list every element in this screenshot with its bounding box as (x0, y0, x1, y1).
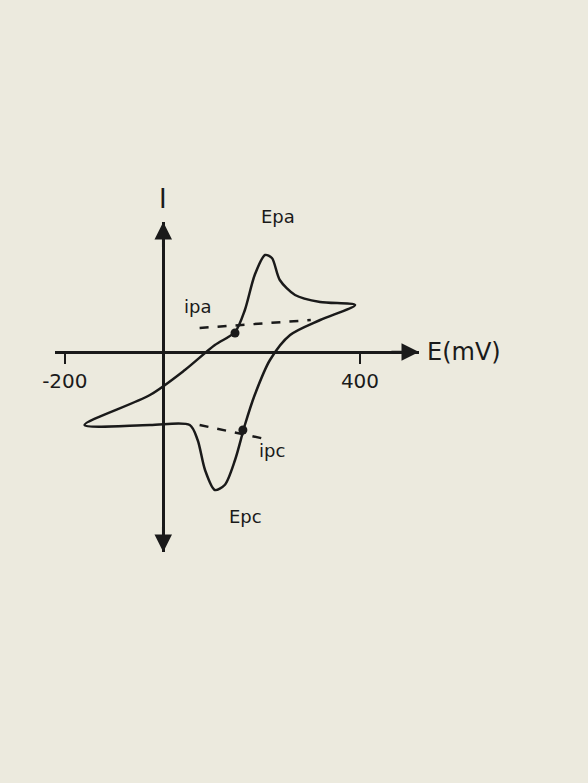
svg-text:-200: -200 (42, 369, 87, 393)
svg-text:Epa: Epa (261, 206, 295, 227)
svg-text:400: 400 (341, 369, 379, 393)
svg-text:ipc: ipc (259, 440, 285, 461)
svg-text:E(mV): E(mV) (427, 338, 501, 366)
svg-text:ipa: ipa (184, 296, 211, 317)
svg-text:Epc: Epc (229, 506, 262, 527)
svg-text:I: I (159, 184, 167, 214)
